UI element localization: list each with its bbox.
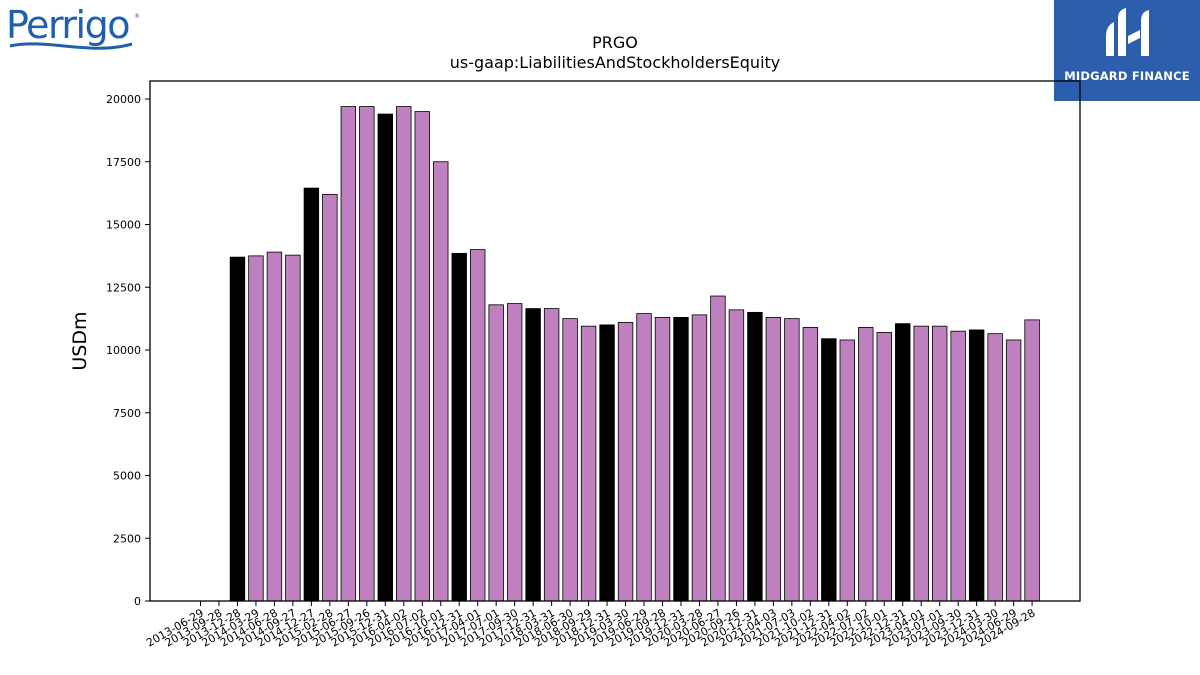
bar-2023-12-31 — [968, 329, 985, 602]
y-axis: 0 2500 5000 7500 10000 12500 15000 17500 20000 — [106, 93, 150, 608]
y-tick-label: 7500 — [113, 407, 141, 420]
bar-2022-07-02 — [858, 327, 874, 602]
bar-2014-03-29 — [248, 255, 264, 602]
bar-2016-12-31 — [451, 252, 467, 602]
bar-2020-09-26 — [728, 309, 745, 602]
company-logo-text: Perrigo — [6, 4, 129, 47]
bar-2017-07-01 — [488, 304, 504, 602]
bar-2020-12-31 — [747, 311, 763, 602]
registered-mark: ® — [134, 13, 140, 20]
y-tick-label: 10000 — [106, 344, 141, 357]
bar-2016-10-01 — [433, 161, 449, 602]
bar-2022-10-01 — [876, 332, 892, 602]
brand-logo: MIDGARD FINANCE — [1054, 0, 1200, 101]
bar-2021-07-03 — [784, 318, 800, 602]
bar-2022-12-31 — [895, 323, 911, 602]
chart-title: PRGO — [592, 33, 638, 52]
bar-2015-12-31 — [377, 113, 394, 602]
y-tick-label: 20000 — [106, 93, 141, 106]
bar-2020-03-28 — [691, 314, 708, 602]
bar-2018-09-29 — [580, 325, 597, 602]
bar-2019-09-28 — [654, 316, 671, 602]
bar-2014-12-27 — [303, 187, 320, 602]
bar-2018-03-31 — [543, 308, 560, 602]
bar-2019-03-30 — [617, 321, 634, 602]
y-axis-label: USDm — [69, 311, 91, 370]
bar-2023-07-01 — [932, 325, 948, 602]
bar-2019-12-31 — [673, 316, 689, 602]
y-tick-label: 15000 — [106, 219, 141, 232]
bar-2018-12-31 — [599, 324, 615, 602]
bar-2022-04-02 — [839, 339, 856, 602]
bar-2017-12-31 — [525, 308, 541, 602]
bar-2023-04-01 — [913, 325, 929, 602]
plot-frame — [149, 80, 1081, 602]
bar-2024-03-30 — [987, 333, 1003, 602]
bar-2020-06-27 — [710, 295, 726, 602]
bar-2013-12-28 — [229, 256, 246, 602]
company-logo: Perrigo ® — [6, 4, 140, 50]
bar-2021-10-02 — [802, 327, 819, 602]
bar-2018-06-30 — [562, 318, 578, 602]
bar-2023-09-30 — [950, 330, 966, 602]
bar-2019-06-29 — [636, 313, 652, 602]
bar-2017-09-30 — [506, 303, 523, 602]
bar-2016-07-02 — [414, 111, 430, 602]
bar-2024-06-29 — [1005, 339, 1022, 602]
y-tick-label: 17500 — [106, 156, 141, 169]
brand-mark-icon — [1106, 8, 1149, 56]
chart-subtitle: us-gaap:LiabilitiesAndStockholdersEquity — [450, 53, 781, 72]
y-tick-label: 5000 — [113, 470, 141, 483]
bar-2015-06-27 — [340, 106, 357, 602]
y-tick-label: 2500 — [113, 532, 141, 545]
bar-2016-04-02 — [396, 106, 412, 602]
x-axis: 2013-06-292013-09-282013-12-282014-03-29… — [144, 601, 1038, 650]
bar-2015-02-28 — [322, 193, 338, 602]
bar-2021-12-31 — [821, 338, 837, 602]
bar-2021-04-03 — [765, 316, 782, 602]
y-tick-label: 12500 — [106, 281, 141, 294]
bar-2014-09-27 — [285, 254, 301, 602]
y-tick-label: 0 — [134, 595, 141, 608]
bar-series — [229, 106, 1040, 602]
bar-2024-09-28 — [1024, 319, 1040, 602]
bar-2015-09-26 — [359, 106, 375, 602]
bar-2017-04-01 — [469, 249, 486, 602]
bar-2014-06-28 — [266, 251, 283, 602]
logo-swoosh — [9, 42, 133, 50]
brand-name: MIDGARD FINANCE — [1064, 69, 1190, 83]
